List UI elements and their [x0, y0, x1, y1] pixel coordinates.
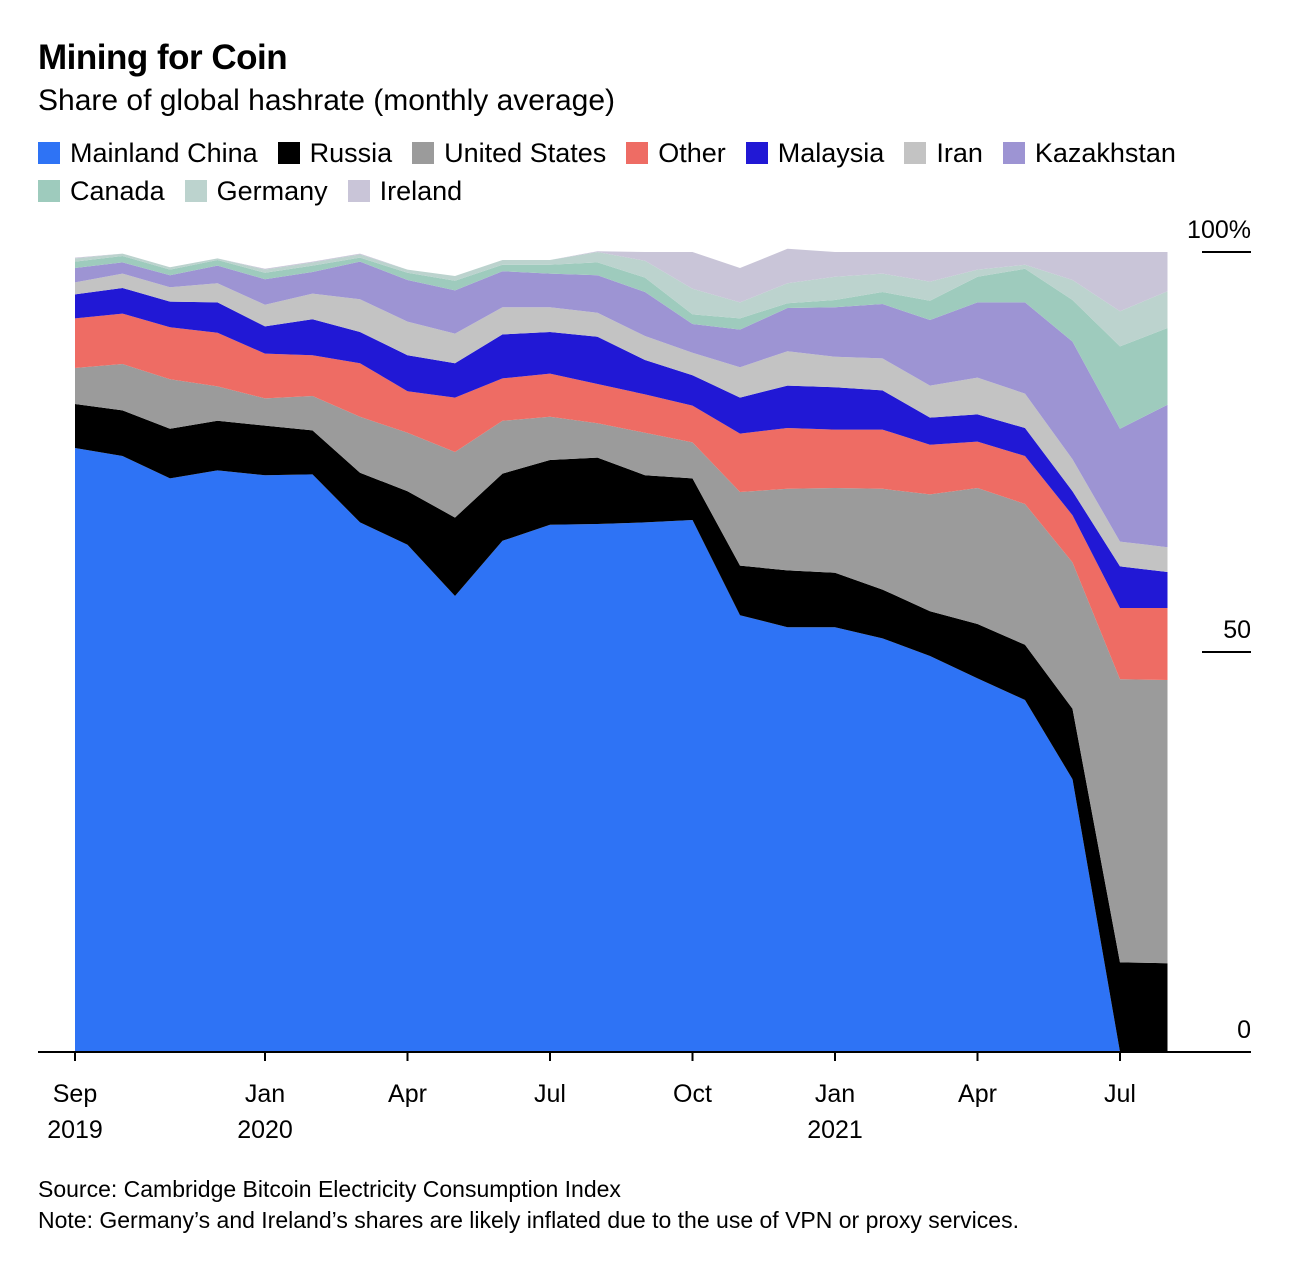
y-tick-label: 50: [1223, 616, 1251, 644]
legend-label: Kazakhstan: [1034, 138, 1176, 168]
area-kazakhstan: [75, 261, 1168, 548]
legend-swatch: [38, 142, 60, 164]
x-tick-label: Jul: [1104, 1080, 1136, 1108]
legend-label: Iran: [936, 138, 983, 168]
x-tick-year-label: 2021: [807, 1116, 863, 1144]
chart-subtitle: Share of global hashrate (monthly averag…: [38, 84, 616, 117]
legend-swatch: [1002, 142, 1025, 164]
x-tick-label: Jan: [815, 1080, 855, 1108]
legend-swatch: [412, 142, 435, 164]
legend-item-iran: Iran: [904, 134, 983, 172]
area-russia: [75, 404, 1168, 1052]
area-iran: [75, 273, 1168, 572]
x-tick-label: Jul: [534, 1080, 566, 1108]
legend-item-russia: Russia: [277, 134, 393, 172]
legend-item-kazakhstan: Kazakhstan: [1002, 134, 1176, 172]
legend-label: Russia: [309, 138, 393, 168]
y-tick-label: 100%: [1187, 216, 1251, 244]
x-tick-label: Apr: [958, 1080, 997, 1108]
legend-swatch: [626, 142, 649, 164]
legend-item-malaysia: Malaysia: [745, 134, 885, 172]
chart-legend: Mainland China Russia United States Other Ma…: [38, 134, 1278, 210]
legend-item-united-states: United States: [412, 134, 606, 172]
x-tick-label: Sep: [53, 1080, 97, 1108]
legend-swatch: [38, 180, 60, 202]
area-canada: [75, 256, 1168, 429]
legend-item-other: Other: [626, 134, 726, 172]
legend-swatch: [277, 142, 300, 164]
legend-label: Germany: [216, 176, 328, 206]
legend-swatch: [347, 180, 370, 202]
legend-item-germany: Germany: [184, 172, 328, 210]
legend-label: Mainland China: [70, 138, 258, 168]
legend-label: Ireland: [379, 176, 463, 206]
area-layers: [75, 248, 1168, 1052]
chart-title: Mining for Coin: [38, 38, 288, 77]
legend-label: Malaysia: [777, 138, 885, 168]
legend-label: Other: [658, 138, 726, 168]
x-tick-year-label: 2019: [47, 1116, 103, 1144]
legend-item-canada: Canada: [38, 172, 165, 210]
y-tick-label: 0: [1237, 1016, 1251, 1044]
x-tick-label: Apr: [388, 1080, 427, 1108]
area-malaysia: [75, 288, 1168, 608]
legend-swatch: [745, 142, 768, 164]
legend-swatch: [184, 180, 207, 202]
legend-item-mainland-china: Mainland China: [38, 134, 258, 172]
chart-footer: Source: Cambridge Bitcoin Electricity Co…: [38, 1174, 1019, 1236]
legend-swatch: [904, 142, 927, 164]
legend-label: Canada: [70, 176, 165, 206]
source-note: Source: Cambridge Bitcoin Electricity Co…: [38, 1176, 621, 1202]
x-tick-label: Oct: [673, 1080, 712, 1108]
area-united-states: [75, 364, 1168, 964]
disclaimer-note: Note: Germany’s and Ireland’s shares are…: [38, 1207, 1019, 1233]
x-tick-year-label: 2020: [237, 1116, 293, 1144]
area-other: [75, 313, 1168, 680]
legend-label: United States: [444, 138, 607, 168]
x-tick-label: Jan: [245, 1080, 285, 1108]
area-ireland: [75, 248, 1168, 312]
area-mainland-china: [75, 448, 1168, 1052]
legend-item-ireland: Ireland: [347, 172, 463, 210]
chart-axes: 100% 50 0 Sep 2019 Jan 2020 Apr Jul Oct Jan 2021 Apr…: [38, 216, 1251, 1144]
